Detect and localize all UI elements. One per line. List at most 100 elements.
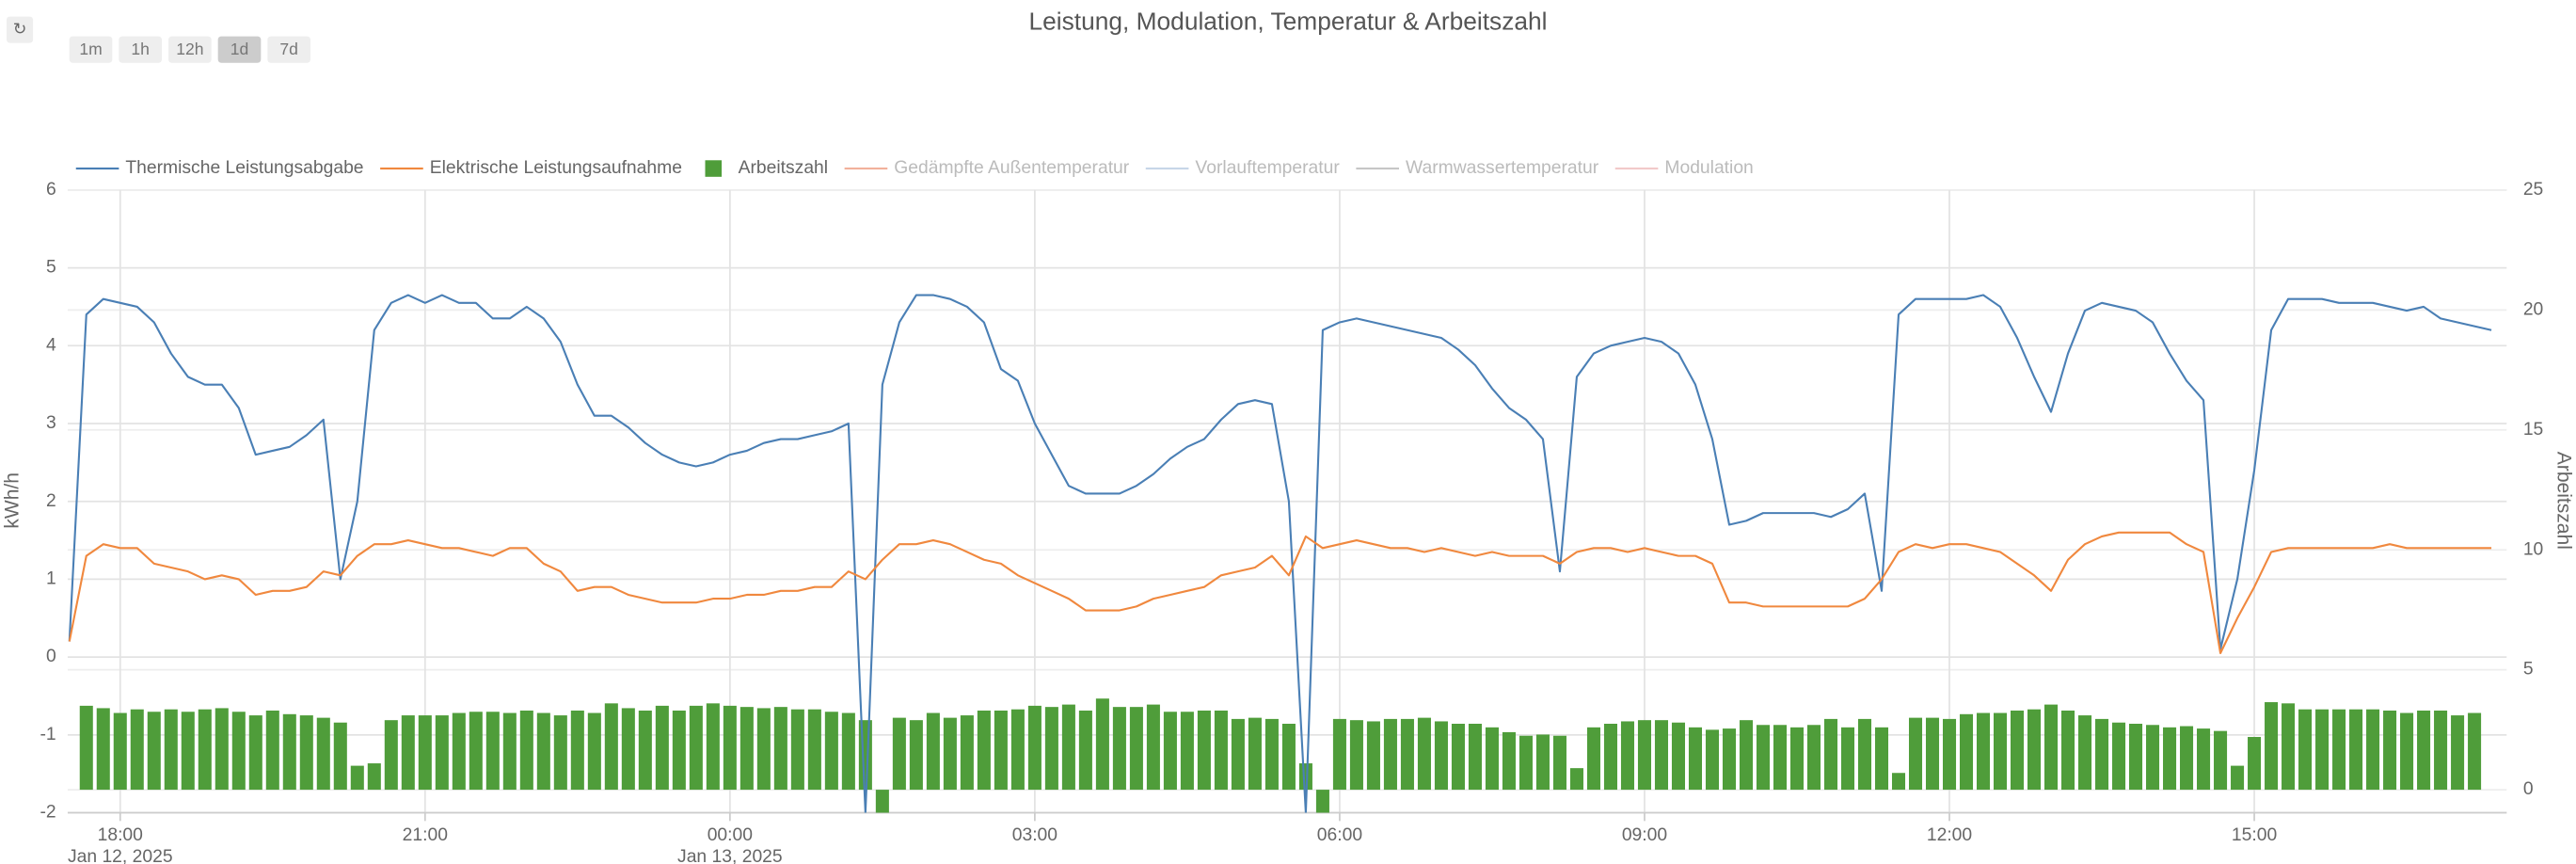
bar <box>333 722 347 791</box>
bar <box>1942 718 1957 791</box>
line <box>68 294 2492 813</box>
bar <box>502 712 517 791</box>
refresh-button[interactable]: ↻ <box>7 16 34 43</box>
y2-tick-label: 20 <box>2523 299 2543 319</box>
legend-label: Elektrische Leistungsaufnahme <box>430 158 682 178</box>
bar <box>1959 713 1974 791</box>
bar <box>1451 723 1465 791</box>
bar <box>231 712 246 791</box>
bar <box>807 709 821 791</box>
bar <box>1908 717 1923 791</box>
bar <box>1095 698 1109 791</box>
bar <box>2248 737 2262 791</box>
legend-item[interactable]: Vorlauftemperatur <box>1145 158 1341 178</box>
bar <box>418 715 432 791</box>
bar <box>2180 726 2194 791</box>
bar <box>1078 710 1092 791</box>
bar <box>113 712 127 791</box>
bar <box>2265 702 2279 791</box>
bar <box>452 712 466 791</box>
bar <box>875 790 889 813</box>
bar <box>1027 705 1042 791</box>
x-tick-label: 21:00 <box>403 825 448 845</box>
bar <box>1603 723 1617 791</box>
legend-label: Modulation <box>1664 158 1753 178</box>
bar <box>2231 765 2245 791</box>
bar <box>1705 729 1719 791</box>
x-tick-label: 03:00 <box>1012 825 1057 845</box>
bar <box>1722 728 1737 791</box>
bar <box>147 712 161 791</box>
bar <box>1569 768 1583 791</box>
range-button-bg <box>217 36 262 63</box>
bar <box>1112 707 1126 791</box>
legend-label: Thermische Leistungsabgabe <box>125 158 363 178</box>
bar <box>1180 712 1194 791</box>
range-button[interactable]: 1h <box>119 36 163 63</box>
refresh-icon: ↻ <box>13 19 27 38</box>
bar <box>2349 709 2363 791</box>
bar <box>587 712 601 791</box>
bar <box>553 715 567 791</box>
range-button[interactable]: 12h <box>168 36 212 63</box>
bar <box>1366 721 1380 791</box>
bar <box>790 709 804 791</box>
bar <box>773 707 787 791</box>
legend-item[interactable]: Gedämpfte Außentemperatur <box>844 158 1130 178</box>
bar <box>1806 725 1821 791</box>
bar <box>2197 728 2211 791</box>
legend-item[interactable]: Modulation <box>1614 158 1754 178</box>
bar <box>672 710 686 791</box>
bar <box>723 705 737 791</box>
y-tick-label: 6 <box>46 180 56 200</box>
bar <box>1264 718 1279 791</box>
legend-label: Arbeitszahl <box>739 158 828 178</box>
bar <box>2417 710 2431 791</box>
bar <box>2163 727 2177 791</box>
x-tick-label: 00:00 <box>708 825 753 845</box>
bar <box>1671 722 1685 791</box>
bar <box>2451 715 2465 791</box>
bar <box>841 712 855 791</box>
bar <box>689 705 703 791</box>
legend-item[interactable]: Warmwassertemperatur <box>1356 158 1599 178</box>
bar <box>1468 723 1482 791</box>
bar <box>1976 712 1991 791</box>
bar <box>1637 720 1651 791</box>
bar <box>2027 709 2042 791</box>
legend-item[interactable]: Elektrische Leistungsaufnahme <box>380 158 682 178</box>
bar <box>1586 727 1600 791</box>
range-button[interactable]: 7d <box>267 36 310 63</box>
bar <box>1485 727 1499 791</box>
bar <box>2315 709 2330 791</box>
bar <box>1552 735 1566 791</box>
bar <box>994 710 1008 791</box>
bar <box>2434 710 2448 791</box>
y2-tick-label: 5 <box>2523 660 2534 680</box>
range-button-bg <box>69 36 113 63</box>
x-tick-label: 18:00 <box>98 825 143 845</box>
bar <box>1417 717 1431 791</box>
bar <box>2129 723 2143 791</box>
y2-tick-label: 10 <box>2523 539 2543 559</box>
range-button[interactable]: 1d <box>217 36 262 63</box>
legend-item[interactable]: Arbeitszahl <box>705 158 829 178</box>
range-button[interactable]: 1m <box>69 36 113 63</box>
bar <box>1332 718 1346 791</box>
legend-label: Gedämpfte Außentemperatur <box>894 158 1130 178</box>
legend-label: Vorlauftemperatur <box>1195 158 1340 178</box>
y-tick-label: 0 <box>46 647 56 666</box>
bar <box>570 710 584 791</box>
bar <box>96 708 110 791</box>
bar <box>1773 725 1788 791</box>
legend-item[interactable]: Thermische Leistungsabgabe <box>75 158 364 178</box>
bar <box>943 717 957 791</box>
bar <box>2298 709 2313 791</box>
bar <box>2366 709 2380 791</box>
bar <box>1349 720 1363 791</box>
bar <box>384 720 398 791</box>
bar <box>926 712 940 791</box>
bar <box>181 712 195 791</box>
range-button-label: 1h <box>131 40 150 58</box>
